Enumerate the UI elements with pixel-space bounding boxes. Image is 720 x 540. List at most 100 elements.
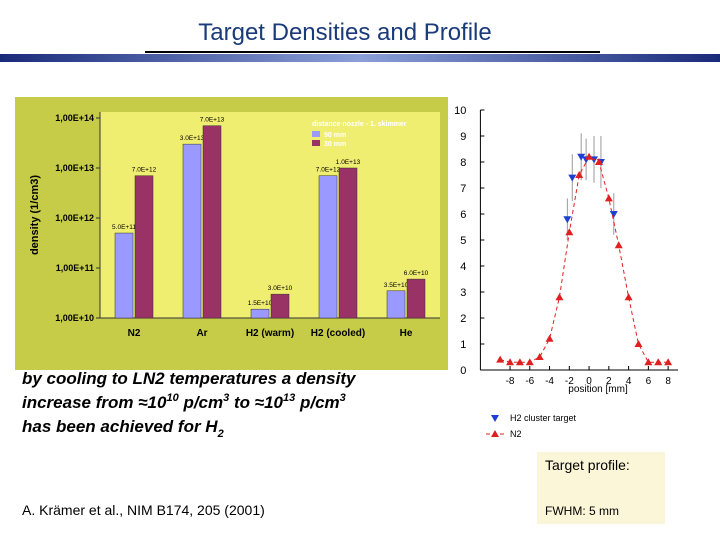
- value-label: 3.0E+13: [180, 135, 205, 142]
- x-tick-label: -8: [506, 376, 515, 387]
- point: [614, 241, 623, 249]
- y-tick-label: 1,00E+14: [55, 113, 94, 123]
- value-label: 7.0E+13: [200, 117, 225, 124]
- legend-marker: [491, 430, 499, 437]
- legend-label: 30 mm: [324, 141, 346, 148]
- caption-text: p/cm: [179, 393, 223, 412]
- y-tick-label: 1,00E+13: [55, 163, 94, 173]
- header-band: [0, 54, 720, 62]
- y-tick-label: 0: [460, 365, 466, 377]
- point: [654, 358, 663, 366]
- x-tick-label: 0: [586, 376, 592, 387]
- y-tick-label: 8: [460, 157, 466, 169]
- fwhm: FWHM: 5 mm: [545, 504, 619, 518]
- caption: increase from ≈1010 p/cm3 to ≈1013 p/cm3: [22, 392, 346, 412]
- y-tick-label: 7: [460, 183, 466, 195]
- point: [644, 358, 653, 366]
- bar: [182, 143, 202, 319]
- legend-title: distance nozzle - 1. skimmer: [312, 121, 407, 128]
- caption-sup: 3: [223, 392, 229, 404]
- legend-label: 90 mm: [324, 132, 346, 139]
- reference: A. Krämer et al., NIM B174, 205 (2001): [22, 502, 265, 518]
- value-label: 7.0E+12: [132, 167, 157, 174]
- x-tick-label: He: [400, 328, 413, 339]
- y-tick-label: 4: [460, 261, 466, 273]
- x-tick-label: 8: [665, 376, 671, 387]
- bar: [134, 175, 154, 319]
- legend-marker: [491, 415, 499, 422]
- x-tick-label: 2: [606, 376, 612, 387]
- y-axis-label: density (1/cm3): [29, 175, 41, 255]
- bar: [406, 278, 426, 319]
- point: [664, 358, 673, 366]
- y-tick-label: 3: [460, 287, 466, 299]
- y-tick-label: 6: [460, 209, 466, 221]
- point: [496, 355, 505, 363]
- point: [594, 158, 603, 165]
- point: [563, 216, 572, 224]
- x-tick-label: -2: [565, 376, 574, 387]
- caption-sup: 3: [340, 392, 346, 404]
- y-tick-label: 1: [460, 339, 466, 351]
- value-label: 5.0E+11: [112, 224, 136, 231]
- caption: has been achieved for H2: [22, 417, 224, 440]
- point: [535, 353, 544, 360]
- point: [565, 228, 574, 236]
- value-label: 1.0E+13: [336, 159, 361, 166]
- point: [545, 334, 554, 342]
- x-tick-label: 4: [626, 376, 632, 387]
- bar: [114, 232, 134, 319]
- x-tick-label: -4: [545, 376, 554, 387]
- bar: [318, 175, 338, 319]
- plot-wall: [100, 112, 440, 318]
- x-axis-label: position [mm]: [568, 384, 628, 395]
- x-tick-label: Ar: [196, 328, 207, 339]
- y-tick-label: 1,00E+12: [55, 213, 94, 223]
- point: [604, 194, 613, 202]
- value-label: 7.0E+12: [316, 167, 341, 174]
- point: [575, 171, 584, 178]
- y-tick-label: 10: [454, 105, 466, 117]
- bar: [338, 167, 358, 319]
- y-tick-label: 9: [460, 131, 466, 143]
- caption-sup: 13: [283, 392, 295, 404]
- point: [568, 174, 577, 182]
- x-tick-label: H2 (cooled): [311, 328, 365, 339]
- point: [525, 358, 534, 366]
- point: [585, 152, 594, 160]
- bar: [202, 125, 222, 319]
- caption-text: has been achieved for H: [22, 417, 218, 436]
- caption-sup: 10: [166, 392, 179, 404]
- caption-sub: 2: [217, 428, 224, 440]
- profile-box: [537, 452, 665, 524]
- value-label: 1.5E+10: [248, 300, 273, 307]
- y-tick-label: 2: [460, 313, 466, 325]
- value-label: 3.5E+10: [384, 282, 409, 289]
- point: [515, 358, 524, 366]
- caption-text: increase from ≈10: [22, 393, 167, 412]
- bar: [270, 293, 290, 319]
- bar: [386, 290, 406, 319]
- legend-label: N2: [510, 429, 522, 439]
- point: [577, 153, 586, 161]
- slide-title: Target Densities and Profile: [198, 19, 491, 46]
- series-line: [500, 156, 669, 363]
- caption-text: p/cm: [295, 393, 339, 412]
- profile-label: Target profile:: [545, 457, 630, 473]
- y-tick-label: 1,00E+10: [55, 313, 94, 323]
- caption-text: to ≈10: [229, 393, 283, 412]
- value-label: 6.0E+10: [404, 270, 429, 277]
- point: [506, 358, 515, 366]
- point: [609, 211, 618, 218]
- caption: by cooling to LN2 temperatures a density: [22, 369, 357, 388]
- x-tick-label: H2 (warm): [246, 328, 294, 339]
- point: [634, 340, 643, 347]
- value-label: 3.0E+10: [268, 285, 293, 292]
- x-tick-label: N2: [128, 328, 141, 339]
- legend-label: H2 cluster target: [510, 413, 577, 423]
- x-tick-label: -6: [525, 376, 534, 387]
- caption-text: by cooling to LN2 temperatures a density: [22, 369, 357, 388]
- point: [555, 293, 564, 301]
